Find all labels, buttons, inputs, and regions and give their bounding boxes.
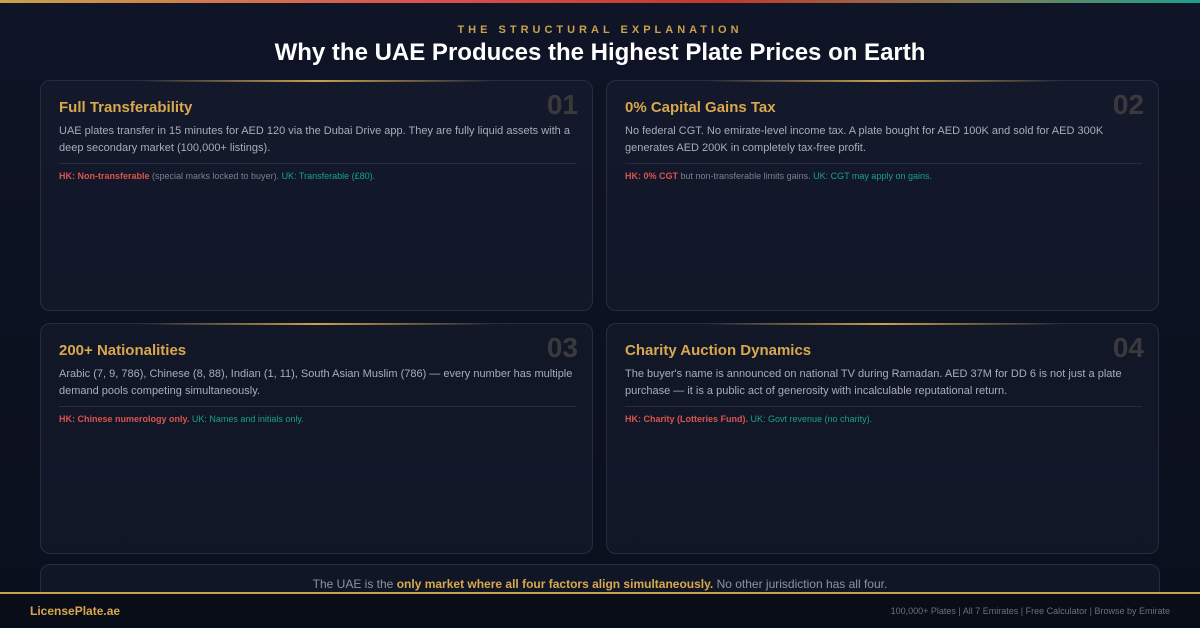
card-title: Charity Auction Dynamics <box>625 342 812 359</box>
uk-comparison: UK: Names and initials only. <box>191 414 304 424</box>
summary-text-after: No other jurisdiction has all four. <box>713 577 888 591</box>
factor-card-capital-gains: 02 0% Capital Gains Tax No federal CGT. … <box>606 80 1159 311</box>
card-number: 03 <box>546 332 578 363</box>
footer-divider <box>0 592 1200 594</box>
factor-card-nationalities: 03 200+ Nationalities Arabic (7, 9, 786)… <box>40 323 593 554</box>
card-body: No federal CGT. No emirate-level income … <box>625 123 1142 164</box>
uk-comparison: UK: Transferable (£80). <box>281 171 376 181</box>
uk-comparison: UK: Govt revenue (no charity). <box>750 414 873 424</box>
hk-comparison: HK: 0% CGT <box>625 171 679 181</box>
factor-card-charity-auction: 04 Charity Auction Dynamics The buyer's … <box>606 323 1159 554</box>
comparison-note: but non-transferable limits gains. <box>678 171 814 181</box>
footer-links: 100,000+ Plates | All 7 Emirates | Free … <box>890 606 1170 616</box>
uk-comparison: UK: CGT may apply on gains. <box>813 171 932 181</box>
brand-link[interactable]: LicensePlate.ae <box>30 604 121 618</box>
hk-comparison: HK: Charity (Lotteries Fund). <box>625 414 748 424</box>
page-title: Why the UAE Produces the Highest Plate P… <box>274 39 926 66</box>
card-number: 04 <box>1112 332 1144 363</box>
card-comparison: HK: Charity (Lotteries Fund). UK: Govt r… <box>625 413 1140 425</box>
card-title: 200+ Nationalities <box>59 342 187 359</box>
summary-text-before: The UAE is the <box>312 577 397 591</box>
top-accent-bar <box>0 0 1200 3</box>
footer: LicensePlate.ae 100,000+ Plates | All 7 … <box>0 594 1200 628</box>
card-body: UAE plates transfer in 15 minutes for AE… <box>59 123 576 164</box>
hk-comparison: HK: Chinese numerology only. <box>59 414 190 424</box>
eyebrow-label: THE STRUCTURAL EXPLANATION <box>457 24 743 36</box>
comparison-note: (special marks locked to buyer). <box>149 171 282 181</box>
card-body: The buyer's name is announced on nationa… <box>625 366 1142 407</box>
card-number: 01 <box>546 89 578 120</box>
hk-comparison: HK: Non-transferable <box>59 171 150 181</box>
card-comparison: HK: 0% CGT but non-transferable limits g… <box>625 170 1140 182</box>
card-body: Arabic (7, 9, 786), Chinese (8, 88), Ind… <box>59 366 576 407</box>
factor-card-transferability: 01 Full Transferability UAE plates trans… <box>40 80 593 311</box>
card-number: 02 <box>1112 89 1144 120</box>
card-title: 0% Capital Gains Tax <box>625 99 776 116</box>
card-comparison: HK: Non-transferable (special marks lock… <box>59 170 574 182</box>
card-title: Full Transferability <box>59 99 193 116</box>
summary-highlight: only market where all four factors align… <box>396 577 714 591</box>
card-comparison: HK: Chinese numerology only. UK: Names a… <box>59 413 574 425</box>
